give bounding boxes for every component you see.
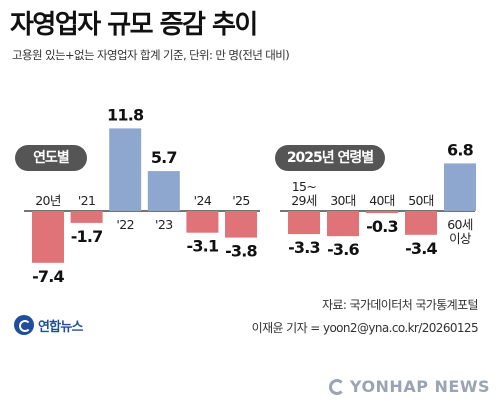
watermark-text: YONHAP NEWS: [349, 377, 490, 396]
watermark: YONHAP NEWS: [328, 377, 490, 396]
yonhap-logo-text: 연합뉴스: [38, 319, 83, 335]
credit-text: 이재윤 기자 = yoon2@yna.co.kr/20260125: [251, 321, 479, 335]
bar-yearly-2: [109, 128, 142, 211]
panel-label-age: 2025년 연령별: [275, 145, 385, 171]
chart-subtitle: 고용원 있는+없는 자영업자 합계 기준, 단위: 만 명(전년 대비): [12, 48, 290, 62]
category-label-yearly-4: '24: [194, 193, 212, 208]
value-label-age-0: -3.3: [288, 238, 320, 257]
value-label-yearly-5: -3.8: [225, 242, 257, 261]
chart-title: 자영업자 규모 증감 추이: [10, 10, 258, 40]
value-label-yearly-1: -1.7: [71, 227, 103, 246]
bar-age-3: [405, 211, 437, 235]
bar-age-1: [327, 211, 359, 237]
value-label-yearly-3: 5.7: [151, 148, 177, 167]
bar-yearly-3: [147, 171, 180, 211]
category-label-yearly-1: '21: [78, 193, 96, 208]
value-label-age-2: -0.3: [366, 217, 398, 236]
value-label-age-4: 6.8: [447, 140, 474, 159]
category-label-age-0: 15~ 29세: [291, 179, 317, 208]
value-label-yearly-0: -7.4: [32, 267, 64, 286]
value-label-yearly-2: 11.8: [107, 105, 144, 124]
yonhap-logo: 연합뉴스: [14, 314, 83, 336]
source-text: 자료: 국가데이터처 국가통계포털: [321, 298, 479, 312]
value-label-age-1: -3.6: [327, 240, 359, 259]
value-label-age-3: -3.4: [405, 239, 437, 258]
category-label-yearly-0: 20년: [35, 193, 61, 208]
panel-label-yearly: 연도별: [15, 145, 87, 171]
watermark-icon: [328, 378, 345, 395]
category-label-yearly-3: '23: [155, 217, 173, 232]
value-label-yearly-4: -3.1: [187, 237, 219, 256]
category-label-age-4: 60세 이상: [447, 217, 473, 246]
bar-yearly-5: [225, 211, 257, 238]
bar-yearly-4: [186, 211, 219, 233]
bar-age-2: [366, 211, 398, 214]
yonhap-logo-icon: [14, 315, 34, 335]
bar-yearly-1: [70, 211, 103, 223]
category-label-yearly-2: '22: [116, 217, 134, 232]
category-label-yearly-5: '25: [232, 193, 250, 208]
bar-yearly-0: [32, 211, 64, 263]
bar-age-0: [288, 211, 320, 235]
category-label-age-1: 30대: [330, 193, 356, 208]
category-label-age-3: 50대: [408, 193, 434, 208]
category-label-age-2: 40대: [369, 193, 395, 208]
bar-age-4: [444, 163, 476, 211]
